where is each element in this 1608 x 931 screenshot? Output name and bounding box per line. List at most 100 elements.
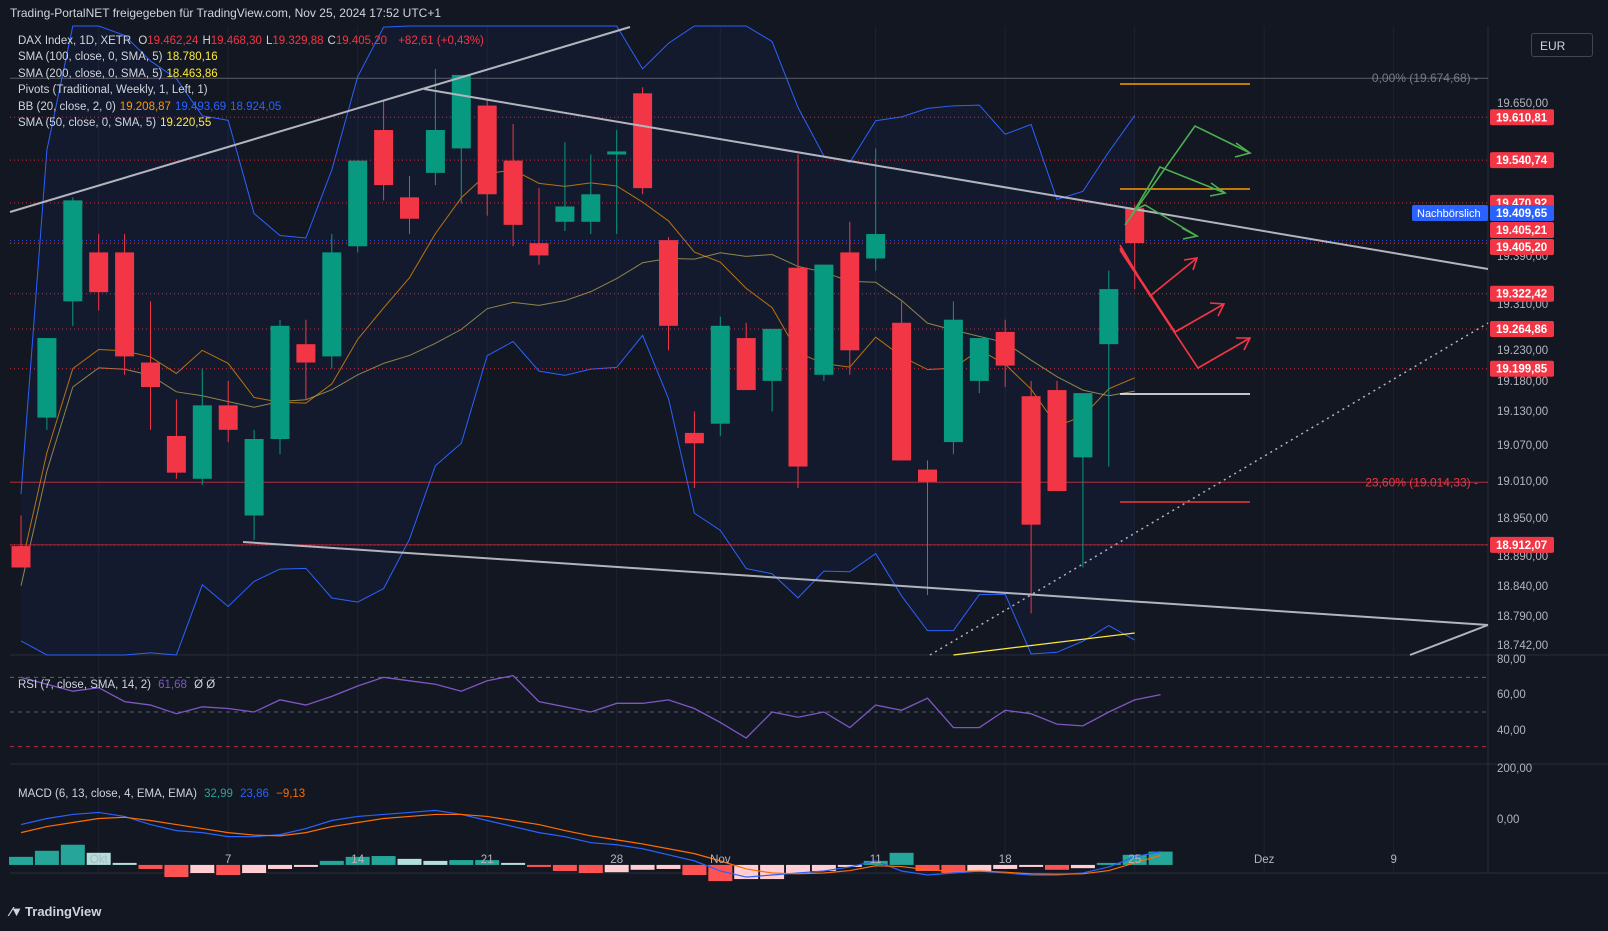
candle-body bbox=[633, 93, 653, 189]
price-axis-tick: 19.310,00 bbox=[1497, 299, 1548, 311]
candle-body bbox=[607, 151, 627, 155]
candle-body bbox=[1047, 390, 1067, 492]
legend-symbol[interactable]: DAX Index, 1D, XETR O19.462,24 H19.468,30… bbox=[18, 35, 488, 47]
macd-histogram-bar bbox=[682, 864, 707, 876]
after-hours-tag-text: Nachbörslich bbox=[1417, 208, 1481, 220]
macd-histogram-bar bbox=[630, 864, 655, 870]
candle-body bbox=[555, 206, 575, 222]
candle-body bbox=[866, 234, 886, 259]
trendline-lower bbox=[242, 541, 1489, 626]
price-label-text: 19.610,81 bbox=[1496, 112, 1548, 124]
candle-body bbox=[89, 252, 109, 293]
legend-indicator[interactable]: BB (20, close, 2, 0) 19.208,87 19.493,69 18… bbox=[18, 101, 285, 113]
price-label-badge bbox=[1490, 222, 1554, 238]
price-axis-tick: 19.130,00 bbox=[1497, 406, 1548, 418]
ohlc-value-h: 19.468,30 bbox=[210, 35, 262, 47]
price-axis-tick: 18.742,00 bbox=[1497, 640, 1548, 652]
tradingview-logo[interactable]: ⁄▼ TradingView bbox=[10, 904, 101, 919]
candle-body bbox=[374, 130, 394, 186]
candle-body bbox=[918, 469, 937, 482]
price-axis-tick: 18.840,00 bbox=[1497, 581, 1548, 593]
candle-body bbox=[63, 200, 83, 302]
macd-histogram-bar bbox=[604, 864, 629, 873]
rsi-name: RSI (7, close, SMA, 14, 2) bbox=[18, 679, 151, 691]
price-axis-tick: 18.950,00 bbox=[1497, 513, 1548, 525]
legend-indicator[interactable]: SMA (50, close, 0, SMA, 5) 19.220,55 bbox=[18, 117, 215, 129]
macd-histogram-bar bbox=[164, 864, 189, 878]
macd-histogram-bar bbox=[34, 850, 59, 865]
macd-histogram-bar bbox=[1122, 854, 1147, 865]
price-axis-tick: 19.650,00 bbox=[1497, 98, 1548, 110]
ohlc-value-o: 19.462,24 bbox=[147, 35, 199, 47]
candle-body bbox=[943, 319, 963, 443]
price-axis-tick: 19.230,00 bbox=[1497, 345, 1548, 357]
arrow-head bbox=[1181, 227, 1200, 240]
legend-indicator[interactable]: SMA (100, close, 0, SMA, 5) 18.780,16 bbox=[18, 51, 222, 63]
rsi-legend[interactable]: RSI (7, close, SMA, 14, 2) 61,68 Ø Ø bbox=[18, 679, 219, 691]
tradingview-logo-icon: ⁄▼ bbox=[10, 904, 23, 919]
price-label-badge bbox=[1490, 109, 1554, 126]
projection-arrow-down bbox=[1119, 247, 1225, 334]
indicator-value: 19.208,87 bbox=[119, 100, 171, 113]
indicator-value: 19.493,69 bbox=[174, 100, 227, 113]
trendline-lower-corner bbox=[1409, 624, 1489, 656]
candle-body bbox=[503, 160, 523, 225]
indicator-value: 18.780,16 bbox=[166, 51, 218, 63]
ohlc-key-o: O bbox=[138, 35, 148, 47]
macd-value-signal: −9,13 bbox=[276, 788, 306, 800]
candle-body bbox=[814, 264, 834, 375]
macd-histogram-bar bbox=[889, 852, 914, 865]
macd-histogram-bar bbox=[371, 856, 396, 865]
price-label-text: 19.409,65 bbox=[1496, 208, 1548, 220]
candle-body bbox=[995, 331, 1015, 366]
macd-histogram-bar bbox=[86, 852, 111, 865]
sma100-line bbox=[953, 632, 1135, 656]
macd-histogram-bar bbox=[941, 864, 966, 873]
macd-histogram-bar bbox=[811, 864, 836, 871]
grid bbox=[10, 26, 1608, 874]
macd-histogram-bar bbox=[60, 844, 85, 865]
macd-histogram-bar bbox=[423, 860, 448, 865]
macd-histogram-bar bbox=[112, 862, 137, 865]
time-axis-tick: Dez bbox=[1254, 854, 1275, 866]
trendline-dotted bbox=[929, 322, 1489, 656]
macd-histogram-bar bbox=[138, 864, 163, 869]
indicator-name: BB (20, close, 2, 0) bbox=[18, 100, 116, 113]
macd-histogram-bar bbox=[397, 858, 422, 865]
arrow-head bbox=[1234, 142, 1252, 158]
indicator-value: 18.924,05 bbox=[230, 100, 282, 113]
macd-name: MACD (6, 13, close, 4, EMA, EMA) bbox=[18, 788, 197, 800]
price-label-badge bbox=[1490, 360, 1554, 377]
candle-body bbox=[969, 338, 989, 381]
macd-value-hist: 32,99 bbox=[204, 788, 233, 800]
price-label-badge bbox=[1490, 320, 1554, 337]
candle-body bbox=[37, 338, 57, 418]
macd-histogram-bar bbox=[242, 864, 267, 873]
rsi-line bbox=[20, 674, 1161, 739]
arrow-head bbox=[1236, 337, 1252, 351]
legend-indicator[interactable]: SMA (200, close, 0, SMA, 5) 18.463,86 bbox=[18, 68, 222, 80]
rsi-axis-tick: 80,00 bbox=[1497, 654, 1526, 666]
projection-arrow-up bbox=[1129, 166, 1226, 219]
candle-body bbox=[1021, 396, 1041, 525]
currency-selector[interactable]: EUR bbox=[1531, 33, 1593, 57]
trendline-upper-rising bbox=[9, 26, 631, 213]
macd-histogram-bar bbox=[1148, 851, 1173, 865]
macd-histogram-bar bbox=[1070, 864, 1095, 869]
time-axis-tick: 14 bbox=[351, 854, 364, 866]
bollinger-band-fill bbox=[21, 26, 1135, 655]
time-axis-tick: 7 bbox=[225, 854, 231, 866]
candle-body bbox=[115, 252, 135, 357]
macd-histogram-bar bbox=[475, 860, 500, 865]
indicator-name: SMA (50, close, 0, SMA, 5) bbox=[18, 117, 157, 129]
ohlc-value-l: 19.329,88 bbox=[272, 35, 324, 47]
macd-legend[interactable]: MACD (6, 13, close, 4, EMA, EMA) 32,99 2… bbox=[18, 788, 309, 800]
legend-indicator[interactable]: Pivots (Traditional, Weekly, 1, Left, 1) bbox=[18, 84, 212, 96]
candle-body bbox=[788, 267, 808, 467]
macd-histogram-bar bbox=[578, 864, 603, 873]
macd-histogram-bar bbox=[837, 864, 862, 867]
price-label-badge bbox=[1490, 536, 1554, 553]
price-axis-tick: 19.180,00 bbox=[1497, 376, 1548, 388]
rsi-extra: Ø Ø bbox=[194, 679, 216, 691]
